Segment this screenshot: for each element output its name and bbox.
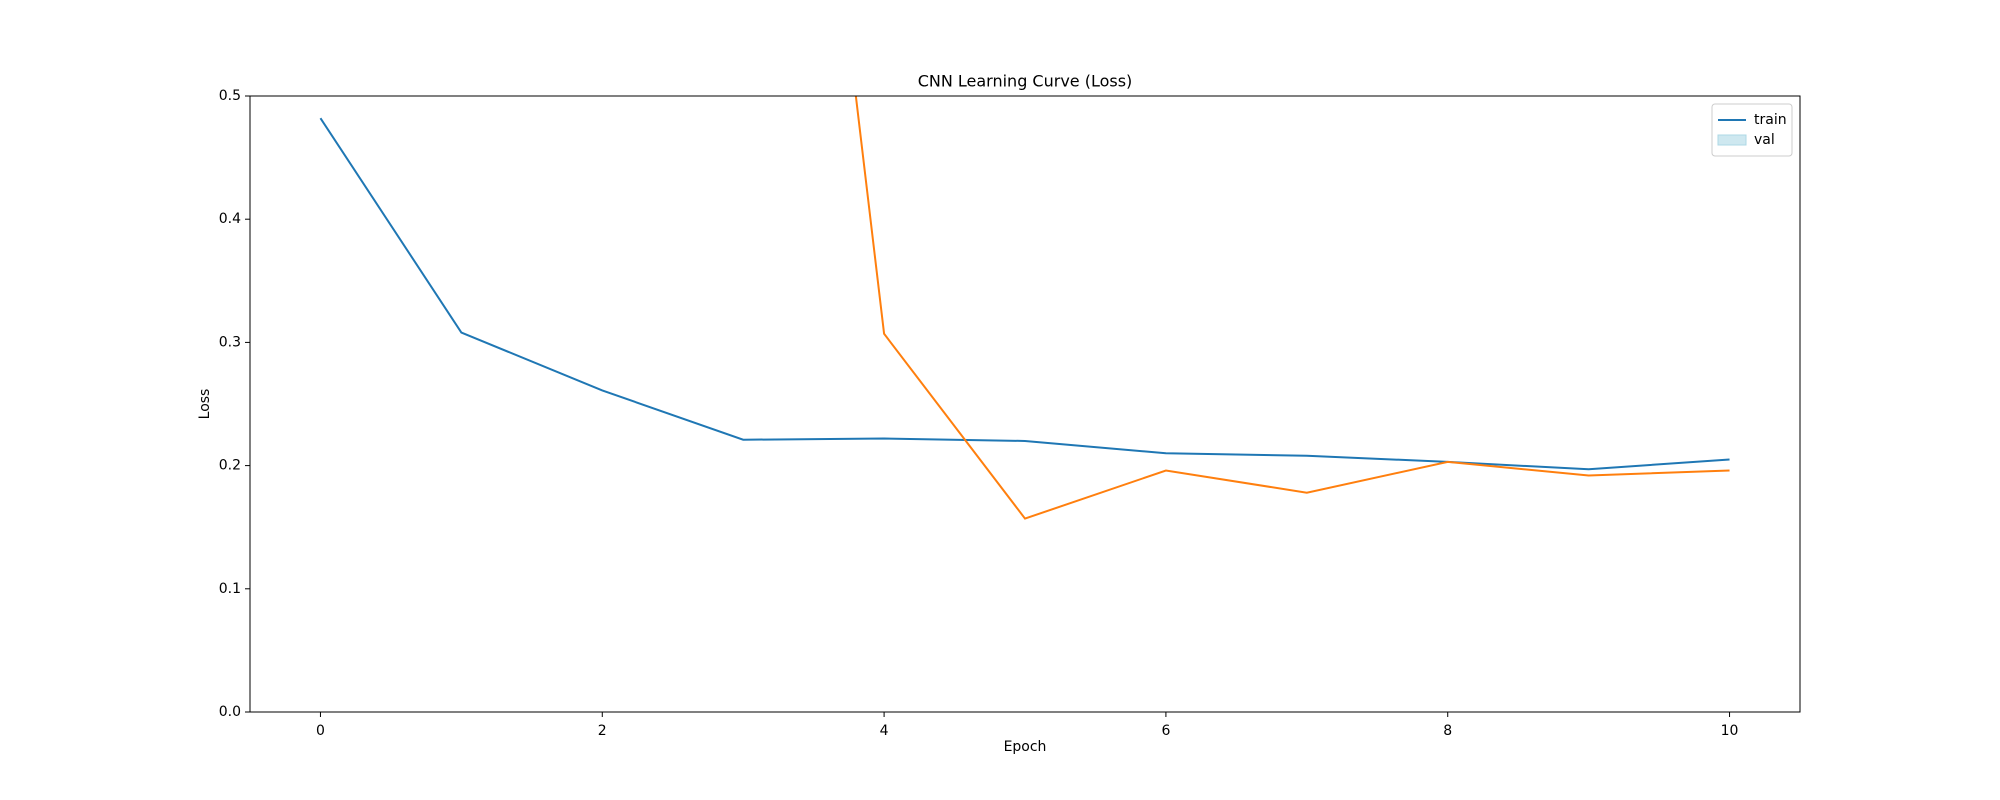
x-tick-label: 2 <box>598 723 607 739</box>
series-line <box>319 117 1730 471</box>
x-tick-label: 8 <box>1443 723 1452 739</box>
y-axis-label: Loss <box>197 389 213 420</box>
x-tick-label: 4 <box>880 723 889 739</box>
y-tick-label: 0.1 <box>219 581 241 597</box>
chart-title: CNN Learning Curve (Loss) <box>918 72 1133 91</box>
x-tick-label: 10 <box>1721 723 1739 739</box>
y-tick-label: 0.2 <box>219 458 241 474</box>
y-tick-label: 0.0 <box>219 704 241 720</box>
x-tick-label: 0 <box>316 723 325 739</box>
plot-area <box>319 96 1730 520</box>
x-axis-label: Epoch <box>1004 739 1047 755</box>
y-tick-label: 0.4 <box>219 211 241 227</box>
legend-label: train <box>1754 112 1787 128</box>
y-tick-label: 0.5 <box>219 88 241 104</box>
y-tick-label: 0.3 <box>219 334 241 350</box>
legend-swatch <box>1717 134 1747 146</box>
series-line <box>854 96 1730 520</box>
x-tick-label: 6 <box>1161 723 1170 739</box>
axes-frame <box>249 95 1801 713</box>
legend-label: val <box>1754 132 1775 148</box>
